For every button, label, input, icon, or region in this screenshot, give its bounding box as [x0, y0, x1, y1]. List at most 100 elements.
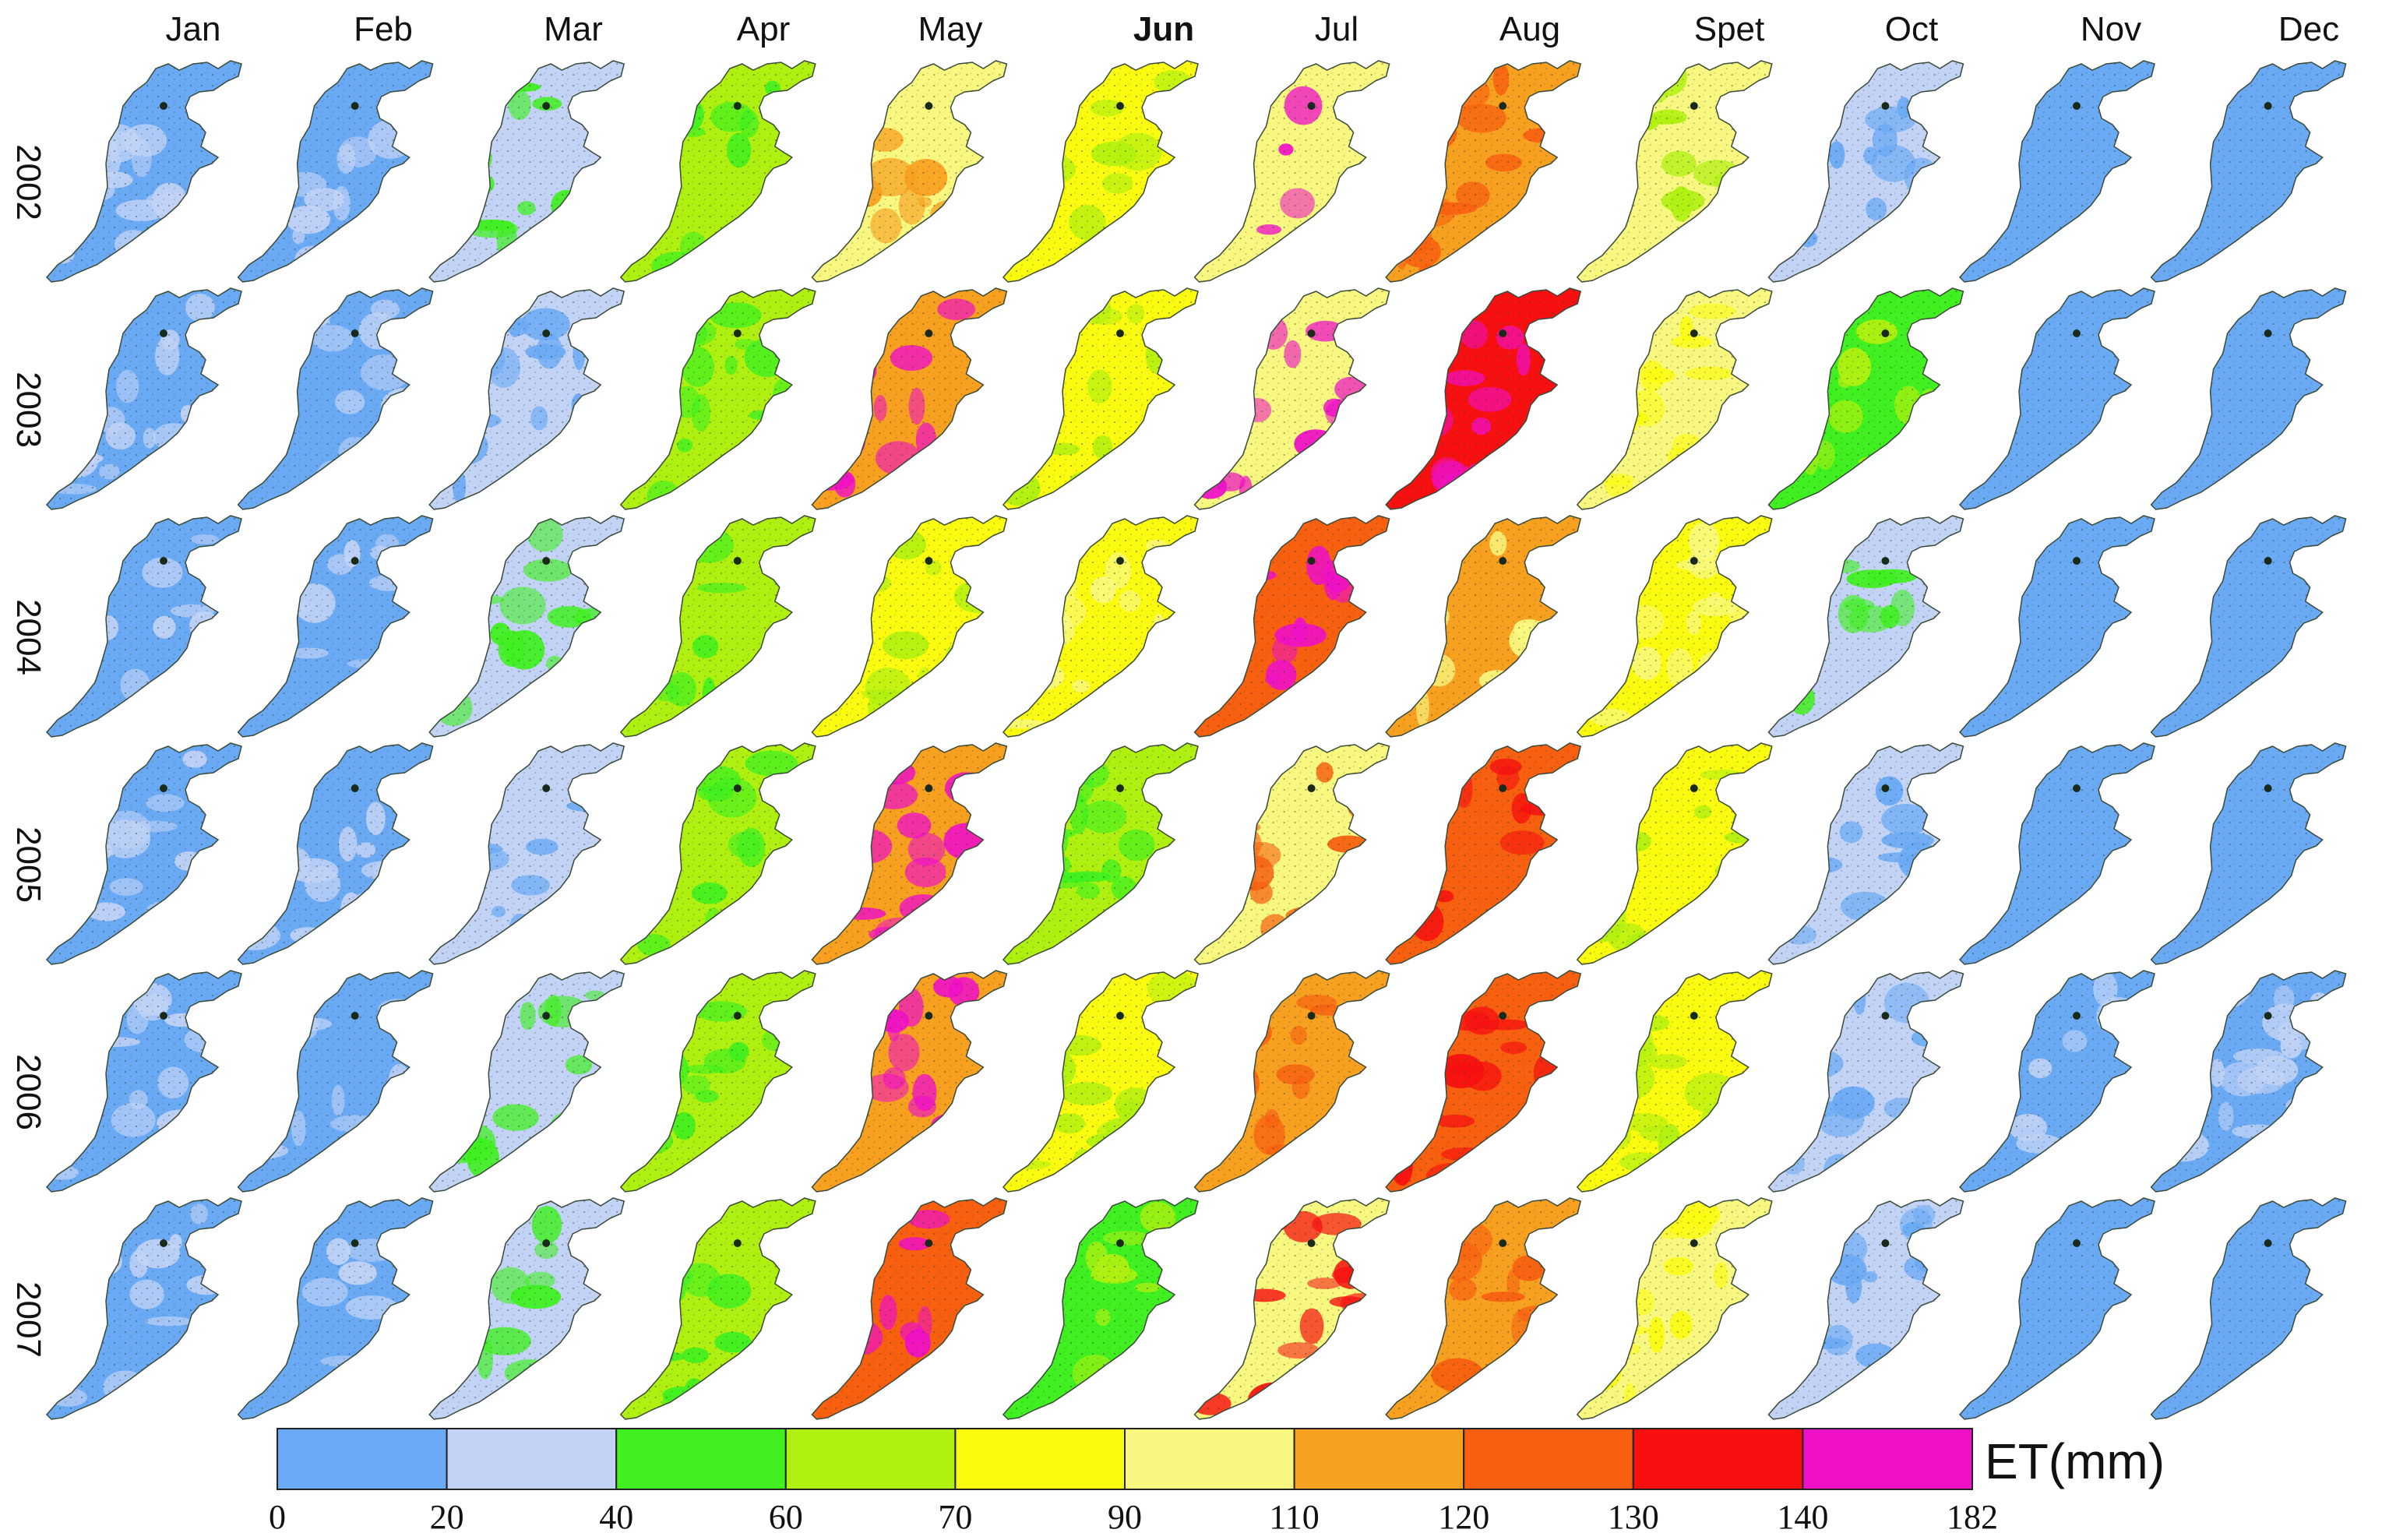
- map-2006-may: [811, 970, 1008, 1193]
- map-2005-apr: [620, 742, 816, 965]
- legend-tick-8: 130: [1608, 1498, 1659, 1536]
- map-2004-may: [811, 515, 1008, 738]
- map-2003-apr: [620, 287, 816, 510]
- map-2007-apr: [620, 1197, 816, 1420]
- map-2004-feb: [237, 515, 434, 738]
- map-grid: [46, 60, 2347, 1420]
- map-2003-may: [811, 287, 1008, 510]
- month-label-apr: Apr: [737, 10, 790, 48]
- map-2003-spet: [1577, 287, 1773, 510]
- map-2006-jun: [1002, 970, 1199, 1193]
- map-2004-jan: [46, 515, 242, 738]
- year-label-column: 2002 2003 2004 2005 2006 2007: [9, 144, 48, 1358]
- map-2006-jul: [1193, 970, 1390, 1193]
- legend-tick-3: 60: [769, 1498, 803, 1536]
- map-2003-nov: [1959, 287, 2155, 510]
- legend-swatch-2: [615, 1428, 787, 1490]
- map-2002-jan: [46, 60, 242, 283]
- legend-tick-6: 110: [1269, 1498, 1319, 1536]
- map-2002-oct: [1767, 60, 1964, 283]
- map-2002-may: [811, 60, 1008, 283]
- legend-tick-0: 0: [269, 1498, 286, 1536]
- map-2006-feb: [237, 970, 434, 1193]
- map-2007-feb: [237, 1197, 434, 1420]
- map-2006-spet: [1577, 970, 1773, 1193]
- year-label-2002: 2002: [9, 144, 48, 220]
- map-2007-dec: [2150, 1197, 2347, 1420]
- map-2002-nov: [1959, 60, 2155, 283]
- map-2004-dec: [2150, 515, 2347, 738]
- map-2004-mar: [428, 515, 625, 738]
- map-2006-jan: [46, 970, 242, 1193]
- map-2005-jun: [1002, 742, 1199, 965]
- map-2003-aug: [1385, 287, 1581, 510]
- map-2006-aug: [1385, 970, 1581, 1193]
- legend-swatch-0: [277, 1428, 448, 1490]
- map-2006-apr: [620, 970, 816, 1193]
- map-2005-aug: [1385, 742, 1581, 965]
- legend-swatch-8: [1632, 1428, 1804, 1490]
- map-2003-feb: [237, 287, 434, 510]
- map-2007-mar: [428, 1197, 625, 1420]
- month-label-jul: Jul: [1315, 10, 1358, 48]
- year-label-2004: 2004: [9, 599, 48, 675]
- map-2004-spet: [1577, 515, 1773, 738]
- map-2005-may: [811, 742, 1008, 965]
- map-2002-dec: [2150, 60, 2347, 283]
- map-2007-oct: [1767, 1197, 1964, 1420]
- map-2002-feb: [237, 60, 434, 283]
- map-2002-aug: [1385, 60, 1581, 283]
- year-label-2006: 2006: [9, 1054, 48, 1130]
- year-label-2007: 2007: [9, 1281, 48, 1358]
- legend-tick-4: 70: [938, 1498, 972, 1536]
- map-2005-dec: [2150, 742, 2347, 965]
- month-label-dec: Dec: [2278, 10, 2339, 48]
- month-label-aug: Aug: [1499, 10, 1560, 48]
- map-2004-aug: [1385, 515, 1581, 738]
- month-label-jun: Jun: [1133, 10, 1194, 48]
- month-label-may: May: [918, 10, 982, 48]
- legend-swatch-9: [1802, 1428, 1973, 1490]
- map-2005-jan: [46, 742, 242, 965]
- map-2007-jan: [46, 1197, 242, 1420]
- legend-swatch-3: [784, 1428, 957, 1490]
- map-2007-aug: [1385, 1197, 1581, 1420]
- map-2006-mar: [428, 970, 625, 1193]
- color-legend: 0 20 40 60 70 90 110 120 130 140 182 ET(mm): [269, 1428, 2165, 1536]
- map-2005-oct: [1767, 742, 1964, 965]
- map-2007-may: [811, 1197, 1008, 1420]
- map-2003-dec: [2150, 287, 2347, 510]
- map-2002-jun: [1002, 60, 1199, 283]
- month-label-feb: Feb: [354, 10, 413, 48]
- map-2003-mar: [428, 287, 625, 510]
- map-2004-jul: [1193, 515, 1390, 738]
- month-header-row: Jan Feb Mar Apr May Jun Jul Aug Spet Oct Nov Dec: [166, 10, 2340, 48]
- map-2005-nov: [1959, 742, 2155, 965]
- legend-tick-10: 182: [1947, 1498, 1998, 1536]
- map-2005-jul: [1193, 742, 1390, 965]
- map-2003-oct: [1767, 287, 1964, 510]
- map-2002-mar: [428, 60, 625, 283]
- map-2002-spet: [1577, 60, 1773, 283]
- map-2004-nov: [1959, 515, 2155, 738]
- map-2003-jun: [1002, 287, 1199, 510]
- year-label-2005: 2005: [9, 826, 48, 903]
- map-2005-mar: [428, 742, 625, 965]
- map-2007-spet: [1577, 1197, 1773, 1420]
- map-2002-apr: [620, 60, 816, 283]
- legend-swatch-5: [1124, 1428, 1295, 1490]
- legend-tick-9: 140: [1777, 1498, 1828, 1536]
- month-label-oct: Oct: [1885, 10, 1938, 48]
- map-2004-jun: [1002, 515, 1199, 738]
- legend-swatch-6: [1293, 1428, 1465, 1490]
- map-2004-apr: [620, 515, 816, 738]
- legend-swatch-1: [446, 1428, 618, 1490]
- legend-title: ET(mm): [1985, 1433, 2165, 1489]
- map-2007-jul: [1193, 1197, 1390, 1420]
- month-label-nov: Nov: [2081, 10, 2141, 48]
- map-2007-nov: [1959, 1197, 2155, 1420]
- map-2003-jan: [46, 287, 242, 510]
- map-2003-jul: [1193, 287, 1390, 510]
- map-2005-spet: [1577, 742, 1773, 965]
- map-2006-nov: [1959, 970, 2155, 1193]
